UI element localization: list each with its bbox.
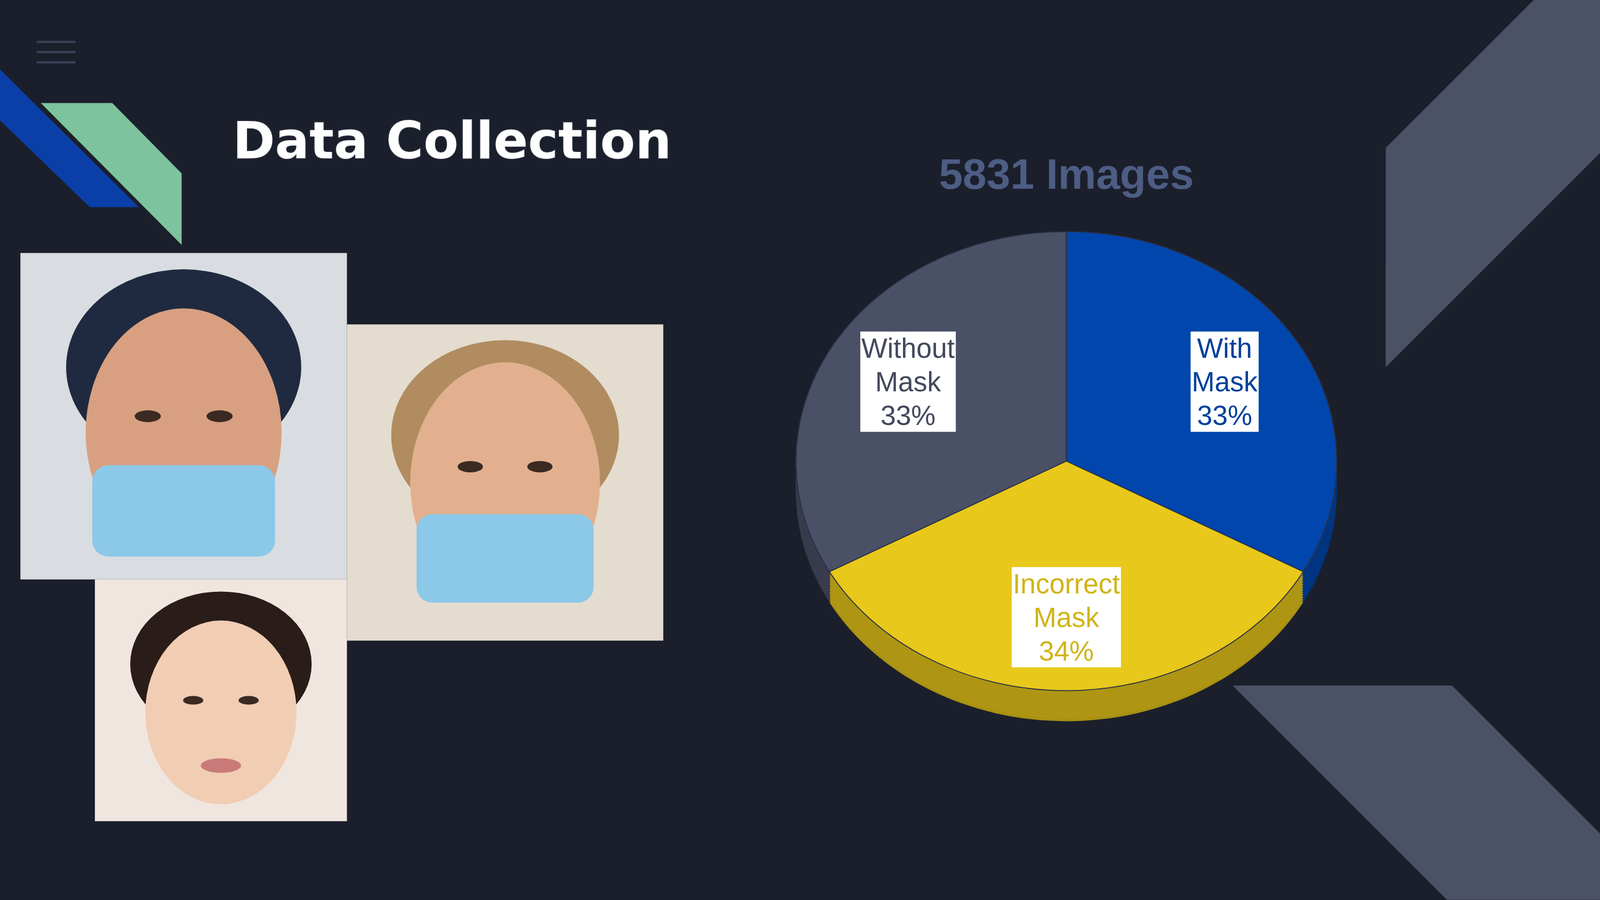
data-labels: WithMask33%IncorrectMask34%WithoutMask33… [860, 331, 1259, 668]
category-label: WithoutMask [861, 332, 955, 398]
photo-eye [527, 461, 553, 473]
stripe-green [41, 102, 182, 245]
photo-mask [92, 465, 276, 557]
label-box [1011, 567, 1122, 668]
category-label: WithMask [1191, 332, 1258, 398]
photo [94, 579, 348, 822]
pie-slice [795, 231, 1067, 572]
category-label: IncorrectMask [1012, 568, 1120, 634]
photo-mask [416, 514, 594, 603]
menu-bar [36, 41, 76, 44]
photo-frame [94, 579, 348, 822]
photo-face [145, 620, 297, 805]
menu-icon[interactable] [36, 41, 76, 64]
value-label: 34% [1038, 635, 1094, 667]
photo-face [410, 362, 600, 604]
photo-face [85, 308, 282, 557]
photo-eye [457, 461, 483, 473]
plot-area [795, 231, 1337, 722]
photo-eye [238, 696, 259, 705]
value-label: 33% [1196, 400, 1252, 431]
heading: Data Collection [232, 110, 672, 171]
data-label: IncorrectMask34% [1011, 567, 1122, 668]
deco-right-bottom [1232, 685, 1600, 900]
photo-eye [134, 410, 162, 423]
background [0, 0, 1600, 900]
label-box [860, 331, 956, 432]
chart-title: 5831 Images [938, 149, 1194, 198]
photo-eye [182, 696, 204, 705]
value-label: 33% [880, 400, 936, 431]
photo-eye [206, 410, 233, 423]
data-label: WithMask33% [1190, 331, 1259, 432]
photo-lips [200, 758, 242, 773]
deco-right-top [1385, 0, 1600, 368]
label-box [1190, 331, 1259, 432]
photo [347, 324, 664, 641]
menu-bar [36, 51, 76, 54]
photo [20, 252, 347, 580]
menu-bar [36, 61, 76, 64]
photo-frame [20, 252, 347, 580]
photo-frame [347, 324, 664, 641]
slide: Data Collection5831 ImagesWithMask33%Inc… [0, 0, 1600, 900]
data-label: WithoutMask33% [860, 331, 956, 432]
pie-top [795, 231, 1337, 691]
